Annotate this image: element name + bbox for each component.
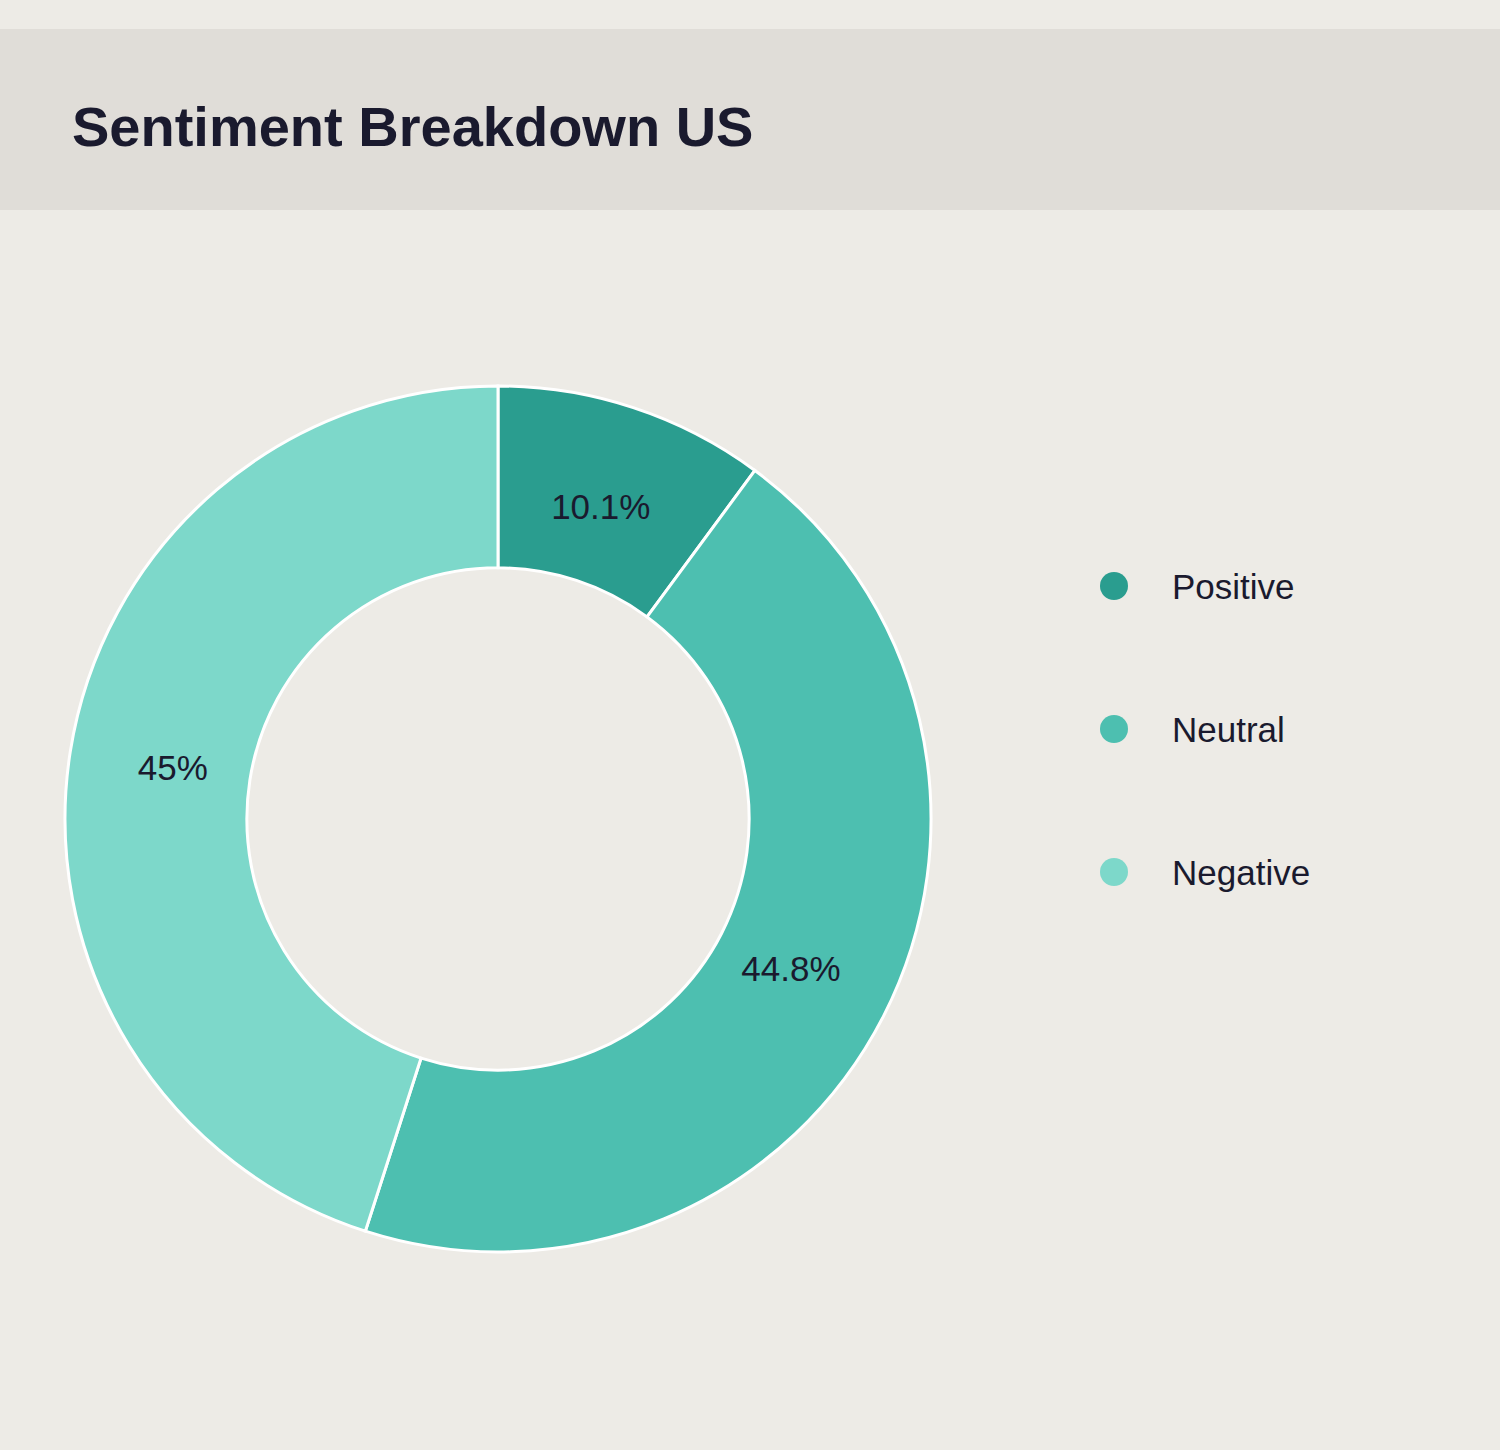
title: Sentiment Breakdown US bbox=[72, 95, 753, 158]
slices bbox=[65, 386, 931, 1252]
slice bbox=[365, 470, 931, 1252]
data-label: 44.8% bbox=[741, 949, 840, 988]
legend-label: Neutral bbox=[1172, 710, 1285, 749]
legend-label: Positive bbox=[1172, 567, 1295, 606]
legend-label: Negative bbox=[1172, 853, 1310, 892]
legend: Positive Neutral Negative bbox=[1100, 567, 1310, 892]
chart-container: Sentiment Breakdown US 10.1% 44.8% 45% Posit… bbox=[0, 0, 1500, 1450]
data-labels: 10.1% 44.8% 45% bbox=[138, 487, 841, 989]
chart: Sentiment Breakdown US 10.1% 44.8% 45% Posit… bbox=[0, 0, 1500, 1450]
data-label: 45% bbox=[138, 748, 208, 787]
background bbox=[0, 0, 1500, 1450]
data-label: 10.1% bbox=[551, 487, 650, 526]
legend-marker bbox=[1100, 572, 1128, 600]
legend-marker bbox=[1100, 715, 1128, 743]
title-band bbox=[0, 29, 1500, 210]
slice bbox=[65, 386, 498, 1231]
legend-marker bbox=[1100, 858, 1128, 886]
